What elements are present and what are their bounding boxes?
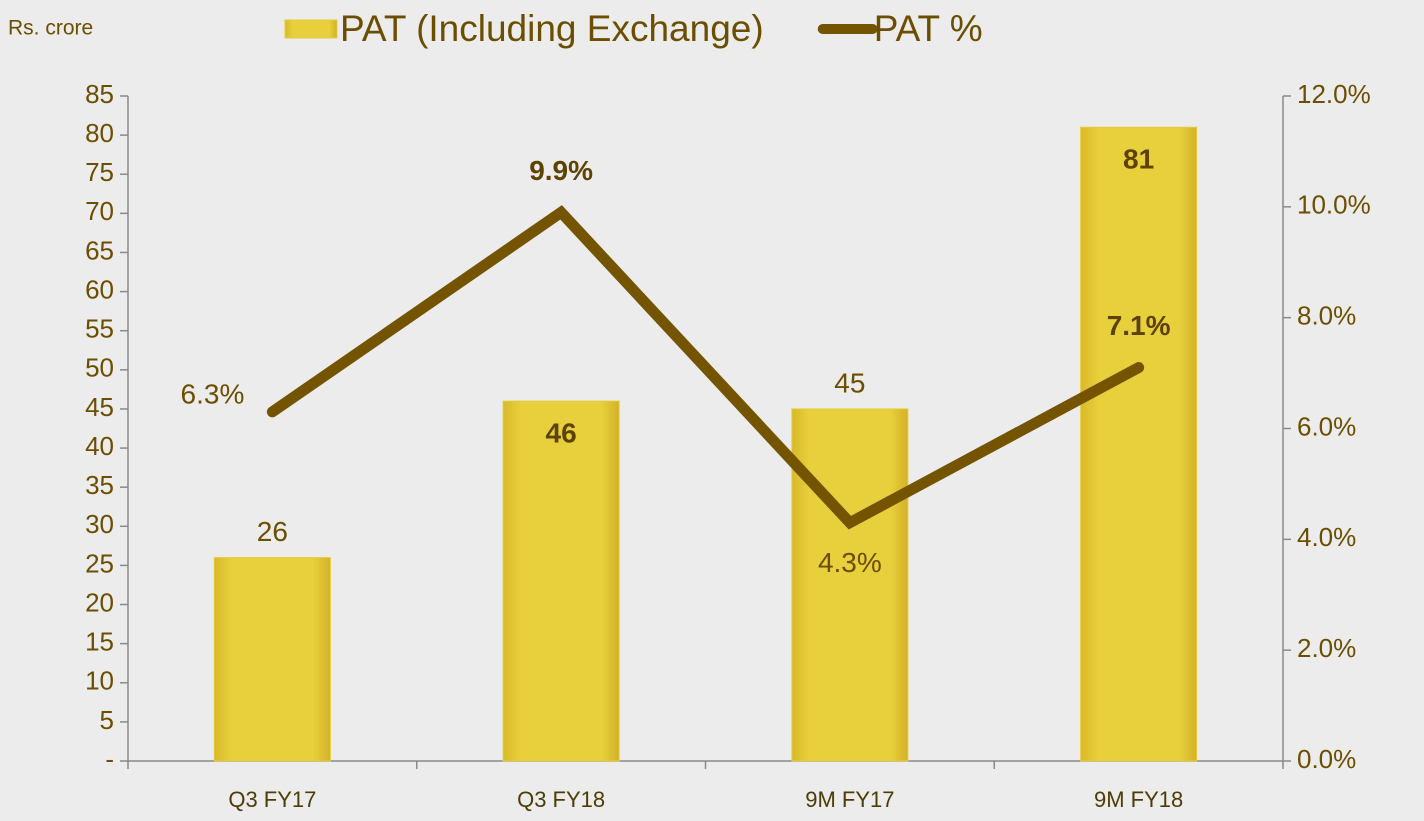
bar-value-label: 46 — [546, 418, 577, 449]
y-tick-label: 20 — [85, 587, 114, 617]
y2-tick-label: 0.0% — [1297, 744, 1356, 774]
bar — [791, 408, 909, 762]
y-tick-label: 15 — [85, 627, 114, 657]
y2-tick-label: 4.0% — [1297, 522, 1356, 552]
y2-tick-label: 12.0% — [1297, 79, 1371, 109]
x-tick-label: 9M FY18 — [1094, 787, 1183, 812]
y2-tick-label: 8.0% — [1297, 301, 1356, 331]
y2-tick-label: 10.0% — [1297, 190, 1371, 220]
y2-tick-label: 2.0% — [1297, 633, 1356, 663]
bar — [213, 557, 331, 762]
y-tick-label: 45 — [85, 392, 114, 422]
y-tick-label: 65 — [85, 235, 114, 265]
y-tick-label: 10 — [85, 666, 114, 696]
bar — [502, 400, 620, 762]
bar-value-label: 26 — [257, 516, 288, 547]
bar-value-label: 81 — [1123, 144, 1154, 175]
y-tick-label: 50 — [85, 353, 114, 383]
legend-swatch — [284, 19, 338, 39]
y-tick-label: 75 — [85, 157, 114, 187]
line-value-label: 7.1% — [1107, 310, 1171, 341]
y-tick-label: - — [105, 744, 114, 774]
y-tick-label: 85 — [85, 79, 114, 109]
y-tick-label: 35 — [85, 470, 114, 500]
x-tick-label: 9M FY17 — [805, 787, 894, 812]
line-value-label: 4.3% — [818, 547, 882, 578]
legend-label: PAT % — [874, 8, 983, 49]
y2-tick-label: 6.0% — [1297, 411, 1356, 441]
legend-label: PAT (Including Exchange) — [340, 8, 764, 49]
line — [266, 205, 1145, 530]
line-value-label: 6.3% — [181, 378, 245, 409]
y-tick-label: 80 — [85, 118, 114, 148]
y-axis-label: Rs. crore — [8, 17, 93, 40]
y-tick-label: 60 — [85, 274, 114, 304]
y-tick-label: 30 — [85, 509, 114, 539]
bar — [1080, 126, 1198, 762]
line-value-label: 9.9% — [529, 155, 593, 186]
y-tick-label: 5 — [100, 705, 114, 735]
bar-value-label: 45 — [834, 367, 865, 398]
y-tick-label: 25 — [85, 548, 114, 578]
x-tick-label: Q3 FY17 — [228, 787, 316, 812]
y-tick-label: 40 — [85, 431, 114, 461]
x-tick-label: Q3 FY18 — [517, 787, 605, 812]
y-tick-label: 55 — [85, 314, 114, 344]
y-tick-label: 70 — [85, 196, 114, 226]
